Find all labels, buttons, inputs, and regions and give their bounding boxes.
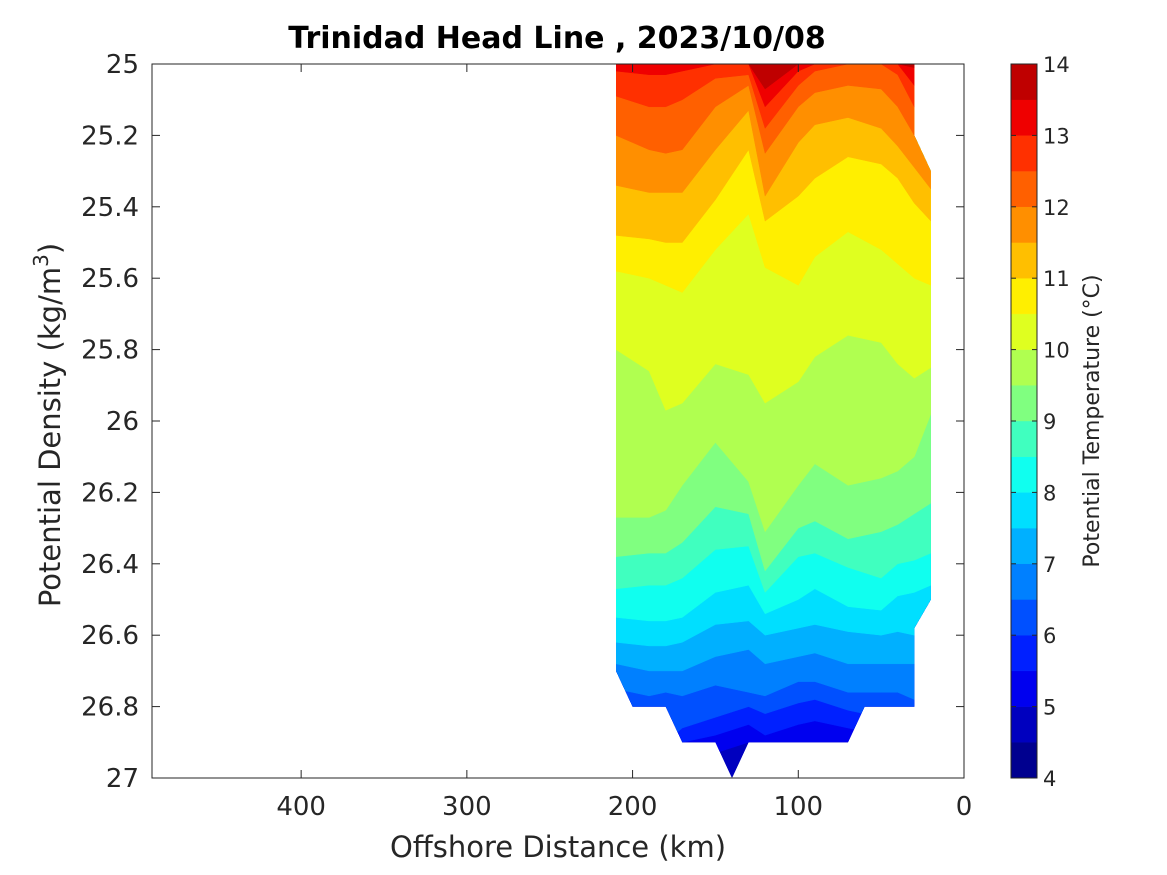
colorbar-segment — [1010, 99, 1038, 136]
colorbar-segment — [1010, 599, 1038, 636]
x-tick-label: 100 — [773, 792, 823, 822]
colorbar-segment — [1010, 135, 1038, 172]
colorbar-tick-label: 11 — [1043, 267, 1070, 291]
y-axis-ticks: 25 25.2 25.4 25.6 25.8 26 26.2 26.4 26.6 26.8 27 — [81, 50, 964, 794]
colorbar-segment — [1010, 456, 1038, 493]
colorbar-segment — [1010, 420, 1038, 457]
x-tick-label: 400 — [276, 792, 326, 822]
colorbar — [1010, 63, 1038, 779]
colorbar-segment — [1010, 706, 1038, 743]
chart-title: Trinidad Head Line , 2023/10/08 — [288, 21, 825, 56]
temperature-contour-field — [616, 64, 931, 778]
colorbar-tick-label: 9 — [1043, 410, 1056, 434]
y-axis-label-base: Potential Density (kg/m — [33, 267, 67, 607]
y-tick-label: 25.4 — [81, 193, 139, 223]
x-axis-ticks: 400 300 200 100 0 — [276, 64, 972, 822]
contour-bands — [616, 64, 931, 778]
colorbar-segment — [1010, 206, 1038, 243]
colorbar-ticks: 4 5 6 7 8 9 10 11 12 13 14 — [1011, 53, 1070, 791]
colorbar-segment — [1010, 278, 1038, 315]
y-axis-label-superscript: 3 — [29, 254, 53, 267]
x-tick-label: 200 — [608, 792, 658, 822]
colorbar-segment — [1010, 170, 1038, 208]
colorbar-segment — [1010, 527, 1038, 564]
colorbar-segment — [1010, 242, 1038, 279]
colorbar-tick-label: 10 — [1043, 339, 1070, 363]
colorbar-segment — [1010, 670, 1038, 707]
colorbar-segment — [1010, 349, 1038, 386]
colorbar-tick-label: 8 — [1043, 481, 1056, 505]
colorbar-tick-label: 13 — [1043, 124, 1070, 148]
colorbar-segment — [1010, 63, 1038, 100]
colorbar-segment — [1010, 563, 1038, 600]
y-tick-label: 26 — [106, 407, 139, 437]
colorbar-segment — [1010, 385, 1038, 422]
x-tick-label: 300 — [442, 792, 492, 822]
y-tick-label: 25 — [106, 50, 139, 80]
colorbar-tick-label: 7 — [1043, 553, 1056, 577]
y-tick-label: 25.6 — [81, 264, 139, 294]
x-axis-label: Offshore Distance (km) — [390, 830, 726, 864]
colorbar-segment — [1010, 313, 1038, 350]
colorbar-tick-label: 14 — [1043, 53, 1070, 77]
colorbar-segment — [1010, 492, 1038, 529]
y-tick-label: 26.4 — [81, 550, 139, 580]
colorbar-tick-label: 5 — [1043, 696, 1056, 720]
y-axis-label-close: ) — [33, 243, 67, 254]
y-tick-label: 26.8 — [81, 693, 139, 723]
y-tick-label: 27 — [106, 764, 139, 794]
y-tick-label: 26.2 — [81, 478, 139, 508]
colorbar-tick-label: 6 — [1043, 624, 1056, 648]
colorbar-segment — [1010, 635, 1038, 672]
colorbar-segment — [1010, 742, 1038, 779]
colorbar-tick-label: 12 — [1043, 196, 1070, 220]
colorbar-label: Potential Temperature (°C) — [1080, 274, 1105, 567]
colorbar-tick-label: 4 — [1043, 767, 1056, 791]
y-tick-label: 26.6 — [81, 621, 139, 651]
y-tick-label: 25.8 — [81, 336, 139, 366]
y-axis-label: Potential Density (kg/m3) — [29, 243, 67, 607]
x-tick-label: 0 — [956, 792, 973, 822]
y-tick-label: 25.2 — [81, 121, 139, 151]
